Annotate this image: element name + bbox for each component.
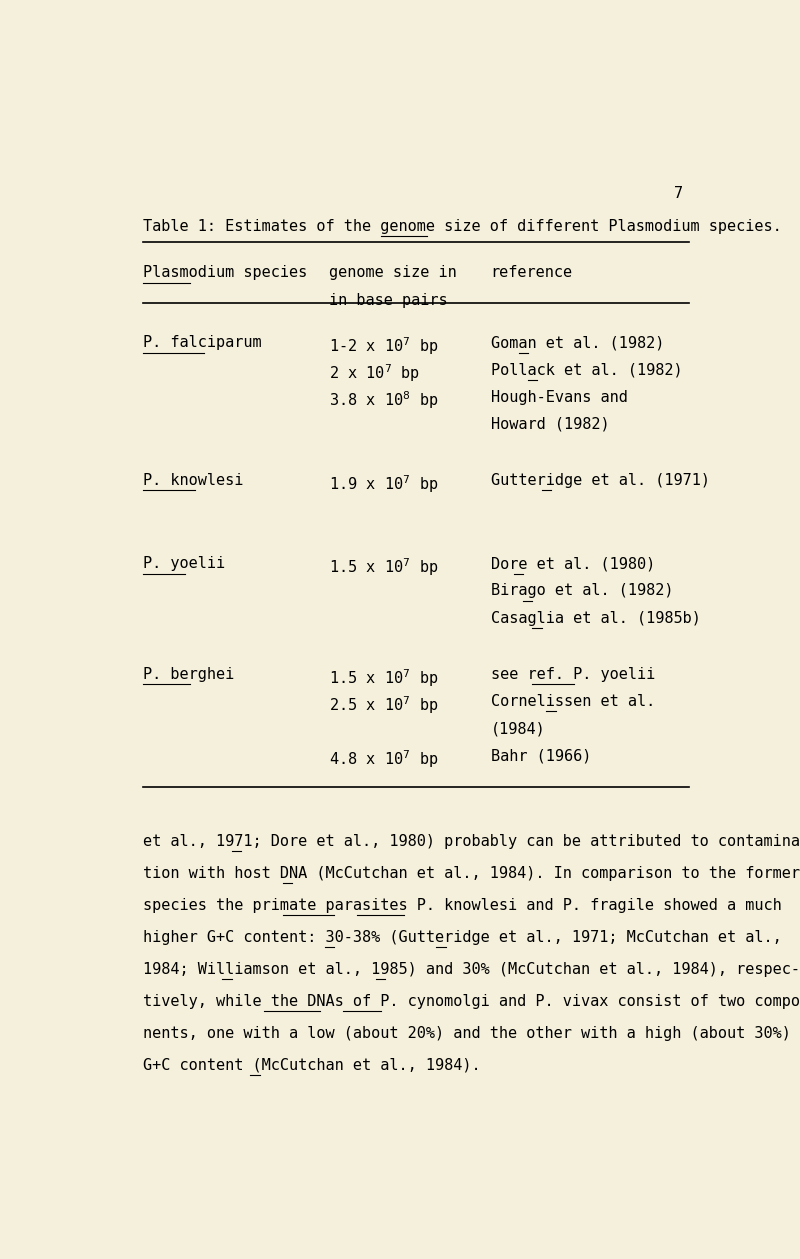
Text: higher G+C content: 30-38% (Gutteridge et al., 1971; McCutchan et al.,: higher G+C content: 30-38% (Gutteridge e… — [143, 929, 782, 944]
Text: Birago et al. (1982): Birago et al. (1982) — [490, 583, 673, 598]
Text: Gutteridge et al. (1971): Gutteridge et al. (1971) — [490, 473, 710, 488]
Text: 1-2 x 10$^7$ bp: 1-2 x 10$^7$ bp — [330, 335, 439, 358]
Text: Goman et al. (1982): Goman et al. (1982) — [490, 335, 664, 350]
Text: et al., 1971; Dore et al., 1980) probably can be attributed to contamina-: et al., 1971; Dore et al., 1980) probabl… — [143, 833, 800, 849]
Text: Table 1: Estimates of the genome size of different Plasmodium species.: Table 1: Estimates of the genome size of… — [143, 219, 782, 234]
Text: nents, one with a low (about 20%) and the other with a high (about 30%): nents, one with a low (about 20%) and th… — [143, 1026, 791, 1040]
Text: 2.5 x 10$^7$ bp: 2.5 x 10$^7$ bp — [330, 694, 439, 715]
Text: P. yoelii: P. yoelii — [143, 556, 226, 572]
Text: 1.9 x 10$^7$ bp: 1.9 x 10$^7$ bp — [330, 473, 439, 495]
Text: Hough-Evans and: Hough-Evans and — [490, 389, 627, 404]
Text: 2 x 10$^7$ bp: 2 x 10$^7$ bp — [330, 363, 421, 384]
Text: Casaglia et al. (1985b): Casaglia et al. (1985b) — [490, 611, 701, 626]
Text: Bahr (1966): Bahr (1966) — [490, 748, 591, 763]
Text: Plasmodium species: Plasmodium species — [143, 266, 308, 281]
Text: 7: 7 — [674, 186, 682, 201]
Text: G+C content (McCutchan et al., 1984).: G+C content (McCutchan et al., 1984). — [143, 1058, 481, 1073]
Text: Howard (1982): Howard (1982) — [490, 417, 610, 432]
Text: see ref. P. yoelii: see ref. P. yoelii — [490, 667, 655, 682]
Text: tion with host DNA (McCutchan et al., 1984). In comparison to the former: tion with host DNA (McCutchan et al., 19… — [143, 865, 800, 880]
Text: Dore et al. (1980): Dore et al. (1980) — [490, 556, 655, 572]
Text: 3.8 x 10$^8$ bp: 3.8 x 10$^8$ bp — [330, 389, 439, 412]
Text: genome size in: genome size in — [330, 266, 457, 281]
Text: P. berghei: P. berghei — [143, 667, 234, 682]
Text: tively, while the DNAs of P. cynomolgi and P. vivax consist of two compo-: tively, while the DNAs of P. cynomolgi a… — [143, 993, 800, 1008]
Text: P. falciparum: P. falciparum — [143, 335, 262, 350]
Text: in base pairs: in base pairs — [330, 292, 448, 307]
Text: reference: reference — [490, 266, 573, 281]
Text: 4.8 x 10$^7$ bp: 4.8 x 10$^7$ bp — [330, 748, 439, 771]
Text: 1.5 x 10$^7$ bp: 1.5 x 10$^7$ bp — [330, 667, 439, 689]
Text: species the primate parasites P. knowlesi and P. fragile showed a much: species the primate parasites P. knowles… — [143, 898, 782, 913]
Text: Cornelissen et al.: Cornelissen et al. — [490, 694, 655, 709]
Text: 1.5 x 10$^7$ bp: 1.5 x 10$^7$ bp — [330, 556, 439, 578]
Text: (1984): (1984) — [490, 721, 546, 737]
Text: P. knowlesi: P. knowlesi — [143, 473, 244, 488]
Text: Pollack et al. (1982): Pollack et al. (1982) — [490, 363, 682, 378]
Text: 1984; Williamson et al., 1985) and 30% (McCutchan et al., 1984), respec-: 1984; Williamson et al., 1985) and 30% (… — [143, 962, 800, 977]
